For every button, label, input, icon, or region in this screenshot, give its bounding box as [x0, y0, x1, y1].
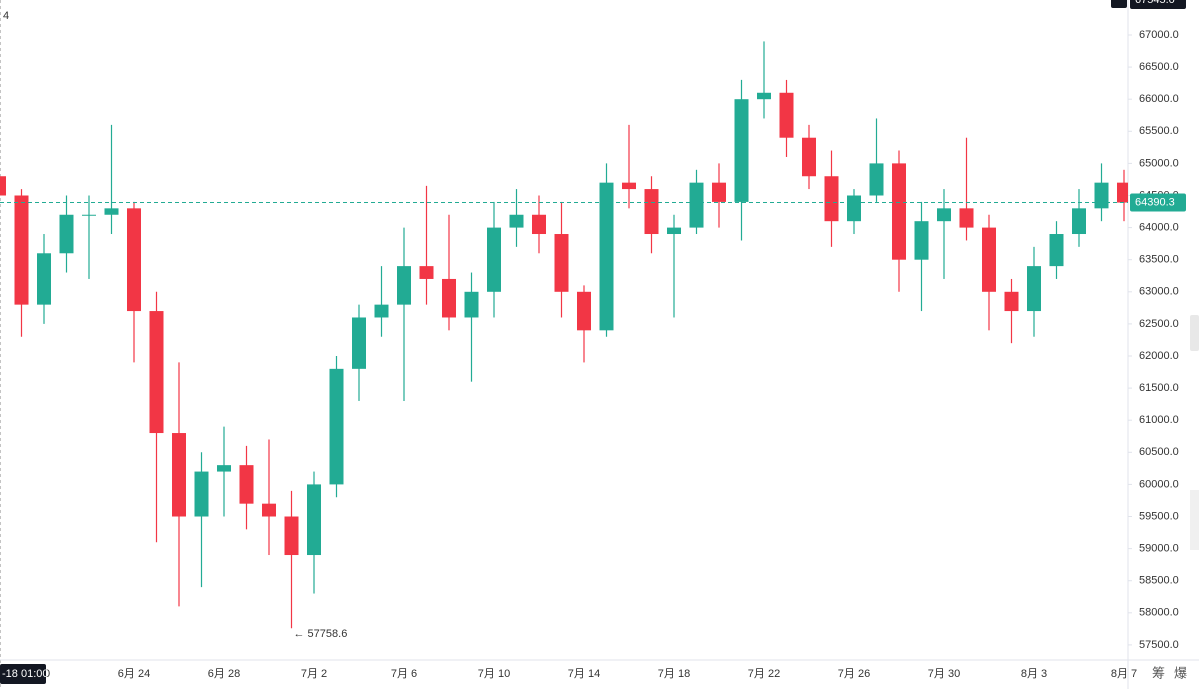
candle-body: [419, 266, 434, 279]
candle-body: [397, 266, 411, 305]
candle-body: [352, 317, 366, 369]
candle-body: [374, 304, 389, 318]
y-tick-label: 62500.0: [1139, 318, 1179, 330]
candle-body: [532, 214, 546, 235]
candle-body: [644, 189, 659, 235]
y-tick-label: 57500.0: [1139, 639, 1179, 651]
candle-body: [554, 234, 569, 292]
x-tick-label: 8月 3: [1021, 668, 1047, 680]
candle-body: [1027, 266, 1041, 312]
candle-body: [802, 137, 816, 177]
y-tick-label: 59500.0: [1139, 510, 1179, 522]
y-tick-label: 63000.0: [1139, 286, 1179, 298]
candle-body: [194, 471, 209, 517]
crosshair-label: -18 01:00: [2, 668, 48, 680]
candle-body: [14, 195, 29, 305]
low-annotation: ← 57758.6: [294, 628, 348, 640]
y-tick-label: 64000.0: [1139, 222, 1179, 234]
candle-body: [689, 182, 704, 228]
side-handle[interactable]: [1190, 315, 1199, 351]
candle-body: [127, 208, 141, 312]
x-tick-label: 7月 2: [301, 668, 327, 680]
candle-body: [284, 516, 299, 556]
y-tick-label: 65500.0: [1139, 125, 1179, 137]
x-tick-label: 7月 6: [391, 668, 417, 680]
candle-body: [149, 311, 164, 434]
candle-body: [667, 227, 681, 235]
candle-body: [712, 182, 726, 202]
candle-body: [1004, 291, 1019, 312]
candle-body: [1049, 234, 1064, 267]
candle-body: [779, 92, 794, 138]
candle-body: [307, 484, 321, 556]
y-tick-label: 67000.0: [1139, 29, 1179, 41]
candle-body: [82, 214, 96, 216]
top-price-label: 67545.0: [1135, 0, 1175, 6]
candle-body: [37, 253, 51, 305]
y-tick-label: 58500.0: [1139, 575, 1179, 587]
x-tick-label: 7月 26: [838, 668, 870, 680]
candle-body: [982, 227, 996, 292]
x-tick-label: 6月 24: [118, 668, 150, 680]
candle-body: [509, 214, 524, 228]
candle-body: [1117, 182, 1128, 203]
y-tick-label: 60500.0: [1139, 446, 1179, 458]
candle-body: [329, 368, 344, 485]
candle-body: [959, 208, 974, 228]
candle-body: [734, 99, 749, 202]
candle-body: [757, 92, 771, 100]
x-tick-label: 7月 30: [928, 668, 960, 680]
candle-body: [442, 278, 456, 318]
last-price-badge: [1130, 193, 1186, 212]
x-tick-label: 6月 28: [208, 668, 240, 680]
candle-body: [599, 182, 614, 331]
y-tick-label: 66000.0: [1139, 93, 1179, 105]
candle-body: [1072, 208, 1086, 235]
crosshair-badge: [0, 664, 46, 684]
candle-body: [914, 221, 929, 260]
y-tick-label: 63500.0: [1139, 254, 1179, 266]
candles: [0, 41, 1128, 629]
top-left-text: 4: [3, 10, 9, 22]
candle-body: [937, 208, 951, 222]
candle-body: [869, 163, 884, 196]
candle-body: [487, 227, 501, 292]
candle-body: [59, 214, 74, 254]
y-tick-label: 65000.0: [1139, 157, 1179, 169]
x-tick-label: 7月 18: [658, 668, 690, 680]
candle-body: [1094, 182, 1109, 209]
x-tick-label: 7月 10: [478, 668, 510, 680]
candle-body: [239, 465, 254, 504]
x-tick-label: 7月 14: [568, 668, 600, 680]
candle-body: [262, 503, 276, 517]
plus-button: [1111, 0, 1127, 8]
candle-body: [172, 433, 186, 517]
candle-body: [824, 176, 839, 222]
toolbar-icon[interactable]: 爆: [1174, 665, 1187, 680]
candle-body: [622, 182, 636, 190]
candle-body: [464, 291, 479, 318]
candle-body: [0, 176, 6, 196]
y-tick-label: 60000.0: [1139, 478, 1179, 490]
top-price-badge: [1130, 0, 1186, 9]
x-tick-label: 8月 7: [1111, 668, 1137, 680]
y-tick-label: 59000.0: [1139, 543, 1179, 555]
candle-body: [104, 208, 119, 215]
candle-body: [217, 465, 231, 472]
y-tick-label: 66500.0: [1139, 61, 1179, 73]
scrollbar[interactable]: [1190, 490, 1199, 550]
y-tick-label: 62000.0: [1139, 350, 1179, 362]
toolbar-icon[interactable]: 筹: [1152, 665, 1165, 680]
candle-body: [847, 195, 861, 222]
candle-body: [577, 291, 591, 331]
y-tick-label: 61000.0: [1139, 414, 1179, 426]
y-tick-label: 61500.0: [1139, 382, 1179, 394]
candle-body: [892, 163, 906, 260]
x-tick-label: 7月 22: [748, 668, 780, 680]
y-tick-label: 58000.0: [1139, 607, 1179, 619]
last-price-label: 64390.3: [1135, 196, 1175, 208]
